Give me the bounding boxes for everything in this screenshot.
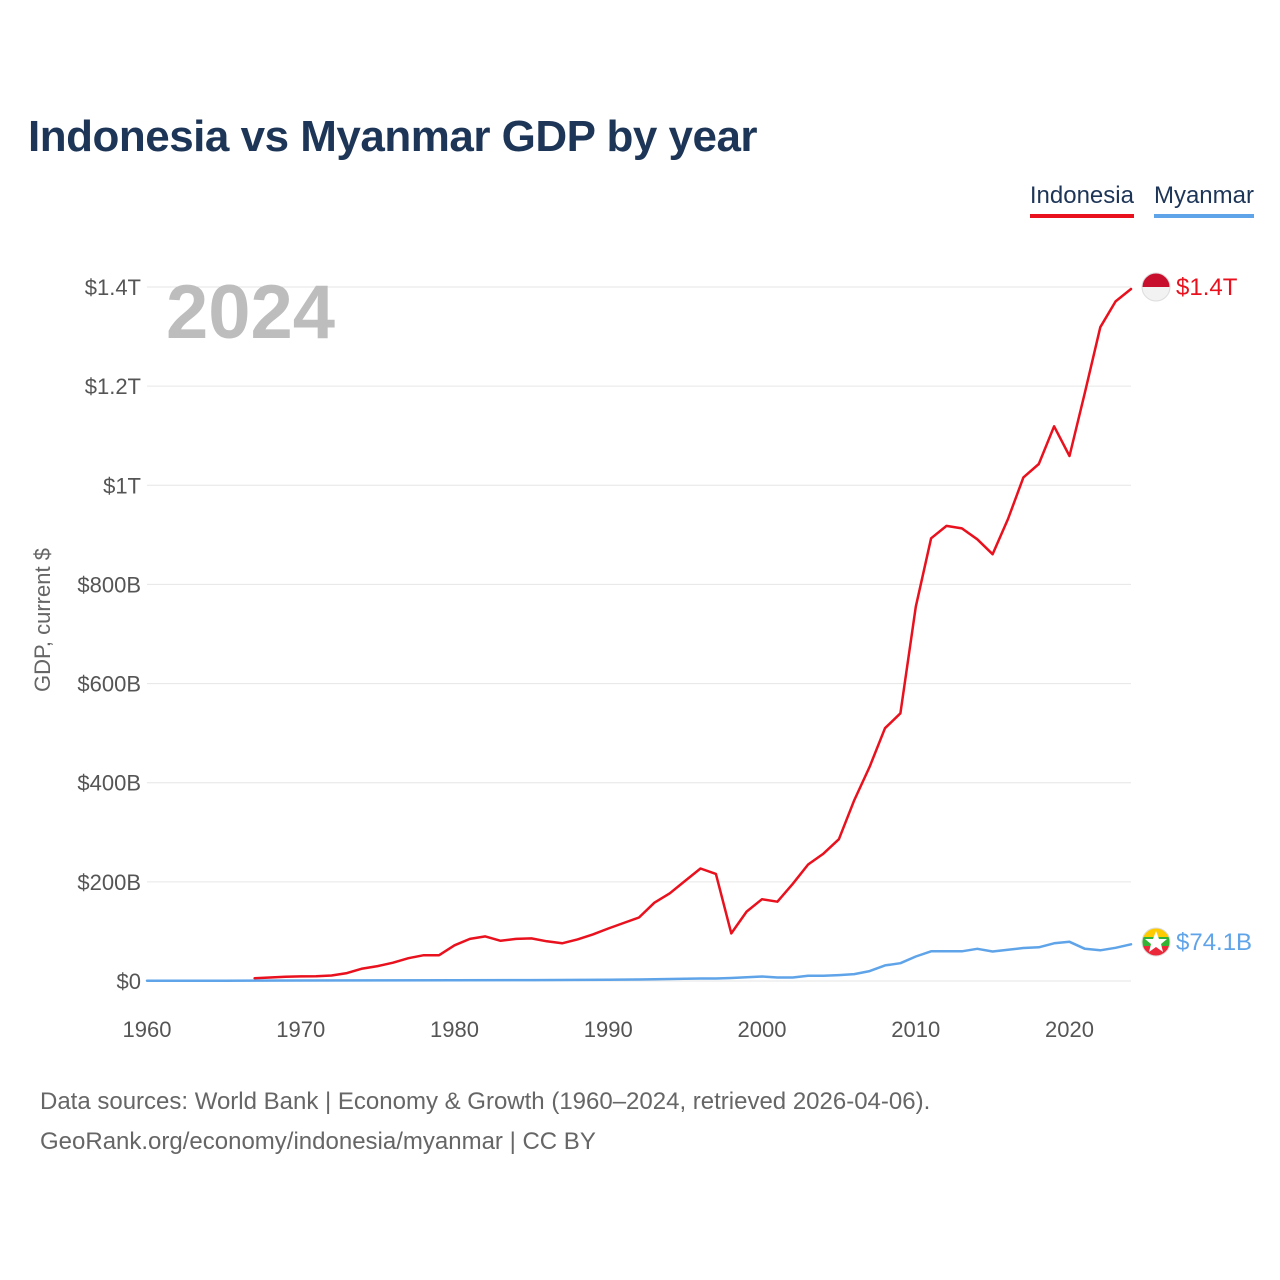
y-tick-label: $1.4T xyxy=(85,275,141,300)
myanmar-flag-icon xyxy=(1142,928,1170,956)
y-tick-label: $800B xyxy=(77,572,141,597)
series-line-myanmar xyxy=(145,940,1133,983)
gridlines xyxy=(147,286,1131,982)
source-line-2[interactable]: GeoRank.org/economy/indonesia/myanmar | … xyxy=(40,1128,596,1155)
legend-item-indonesia[interactable]: Indonesia xyxy=(1029,182,1134,218)
y-tick-label: $400B xyxy=(77,771,141,796)
source-note: Data sources: World Bank | Economy & Gro… xyxy=(40,1082,930,1162)
x-tick-label: 1980 xyxy=(430,1017,479,1042)
y-tick-label: $200B xyxy=(77,870,141,895)
y-tick-label: $1T xyxy=(103,473,141,498)
line-chart: $0 $200B $400B $600B $800B $1T $1.2T $1.4T 1960… xyxy=(30,270,1252,1042)
y-axis-label: GDP, current $ xyxy=(30,548,55,692)
y-tick-label: $0 xyxy=(117,969,141,994)
x-tick-label: 1970 xyxy=(276,1017,325,1042)
x-tick-label: 1990 xyxy=(584,1017,633,1042)
series-lines xyxy=(145,287,1133,983)
y-axis-ticks: $0 $200B $400B $600B $800B $1T $1.2T $1.4T xyxy=(77,275,141,994)
x-tick-label: 1960 xyxy=(123,1017,172,1042)
source-line-1: Data sources: World Bank | Economy & Gro… xyxy=(40,1088,931,1115)
y-tick-label: $1.2T xyxy=(85,374,141,399)
indonesia-flag-icon xyxy=(1142,273,1170,301)
end-label-myanmar: $74.1B xyxy=(1176,929,1252,956)
chart-title: Indonesia vs Myanmar GDP by year xyxy=(28,112,758,161)
series-line-indonesia xyxy=(253,287,1133,980)
x-tick-label: 2020 xyxy=(1045,1017,1094,1042)
x-axis-ticks: 1960 1970 1980 1990 2000 2010 2020 xyxy=(123,1017,1094,1042)
end-label-indonesia: $1.4T xyxy=(1176,274,1238,301)
legend: Indonesia Myanmar xyxy=(1029,182,1254,218)
legend-item-myanmar[interactable]: Myanmar xyxy=(1153,182,1254,218)
y-tick-label: $600B xyxy=(77,672,141,697)
year-watermark: 2024 xyxy=(166,270,335,355)
x-tick-label: 2010 xyxy=(891,1017,940,1042)
x-tick-label: 2000 xyxy=(738,1017,787,1042)
